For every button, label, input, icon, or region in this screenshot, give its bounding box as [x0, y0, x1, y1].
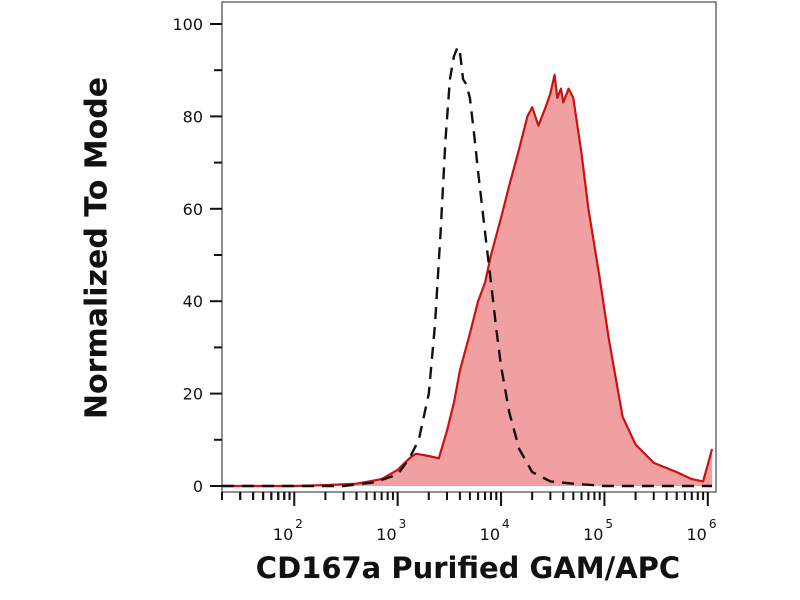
x-tick-exponent: 6	[709, 517, 717, 531]
x-tick-label: 10	[583, 525, 603, 544]
y-tick-label: 20	[183, 385, 203, 404]
series-fill-0	[222, 74, 713, 487]
y-tick-label: 60	[183, 200, 203, 219]
x-tick-exponent: 4	[502, 517, 510, 531]
series-line-0	[222, 73, 714, 488]
x-tick-exponent: 5	[605, 517, 613, 531]
x-tick-exponent: 2	[295, 517, 303, 531]
y-tick-label: 100	[172, 15, 203, 34]
x-tick-label: 10	[480, 525, 500, 544]
x-tick-label: 10	[686, 525, 706, 544]
y-tick-label: 0	[193, 477, 203, 496]
y-tick-label: 40	[183, 292, 203, 311]
series-line-1	[222, 45, 713, 488]
x-tick-label: 10	[376, 525, 396, 544]
x-tick-label: 10	[273, 525, 293, 544]
y-tick-label: 80	[183, 107, 203, 126]
x-axis-label: CD167a Purified GAM/APC	[255, 551, 681, 585]
x-tick-exponent: 3	[399, 517, 407, 531]
